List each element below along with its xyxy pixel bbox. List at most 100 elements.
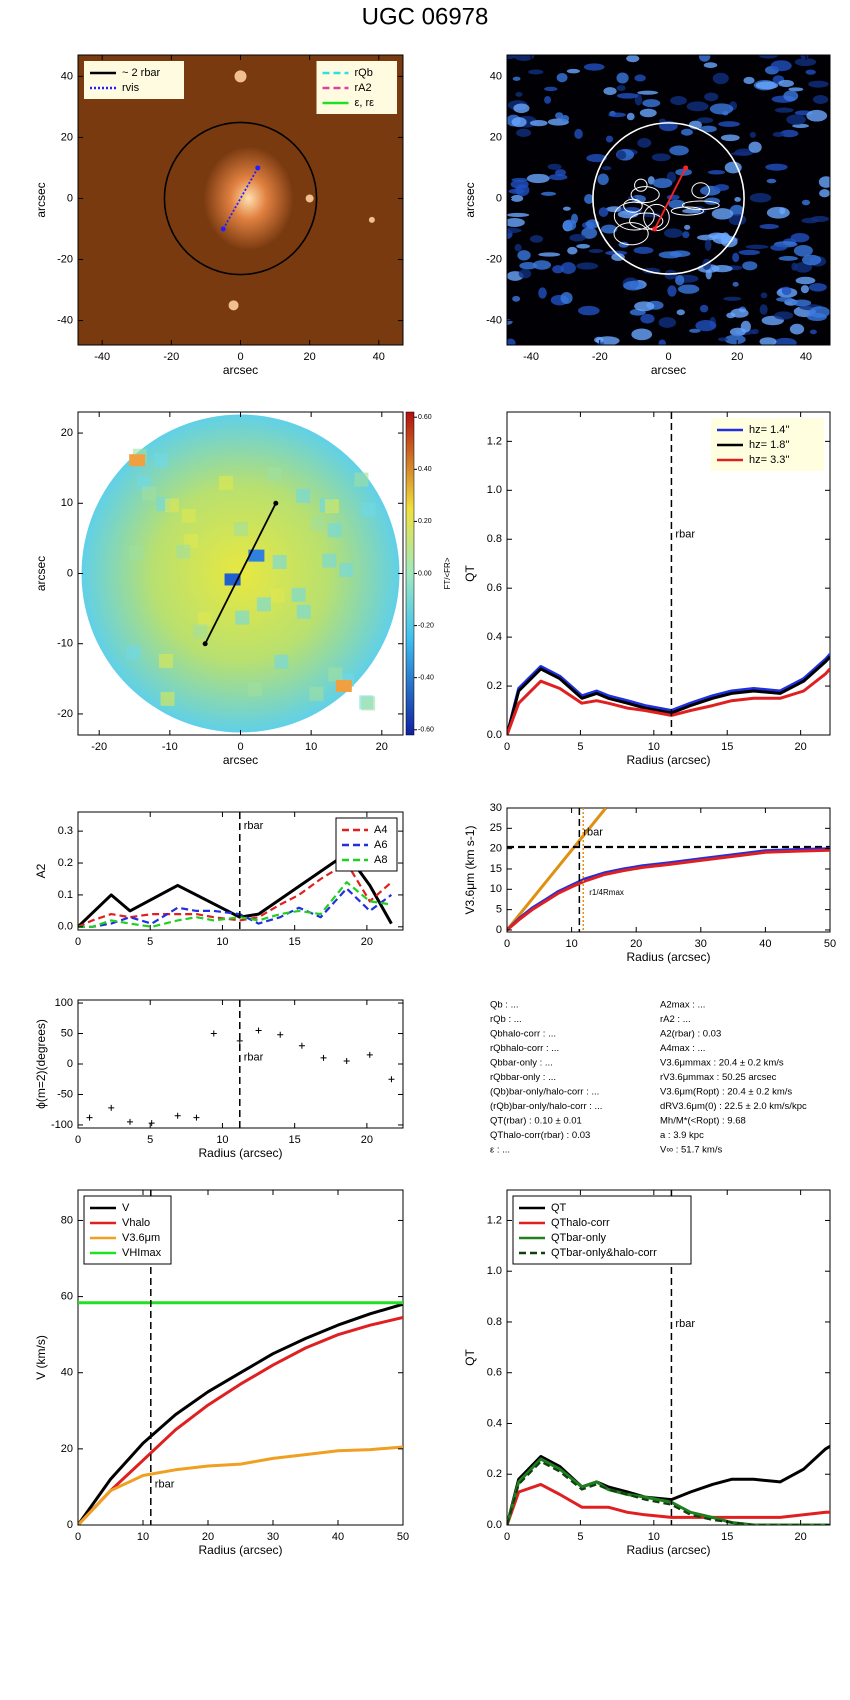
galaxy-glow (203, 146, 294, 251)
y-tick-label: 100 (55, 997, 73, 1009)
noise-blob (514, 243, 522, 252)
point (174, 1112, 181, 1119)
y-tick-label: 0 (67, 192, 73, 204)
stat-line: A2max : ... (660, 1000, 705, 1011)
y-tick-label: 1.0 (487, 484, 502, 496)
noise-blob (795, 276, 816, 285)
noise-blob (809, 329, 817, 335)
stat-line: Qb : ... (490, 1000, 519, 1011)
noise-blob (772, 132, 785, 138)
noise-blob (819, 189, 830, 198)
map-patch (247, 682, 262, 697)
noise-blob (507, 217, 525, 227)
noise-blob (793, 244, 813, 257)
noise-blob (567, 246, 578, 255)
isophote (681, 200, 720, 210)
vertical-line-label: rbar (155, 1479, 175, 1491)
stat-line: Mh/M*(<Ropt) : 9.68 (660, 1116, 746, 1127)
legend-label: ε, rε (355, 97, 375, 109)
stat-line: A4max : ... (660, 1043, 705, 1054)
y-tick-label: -40 (486, 314, 502, 326)
y-tick-label: -20 (57, 253, 73, 265)
vertical-line-label: rbar (675, 1318, 695, 1330)
x-tick-label: 50 (397, 1531, 409, 1543)
x-tick-label: 5 (147, 1134, 153, 1146)
stat-line: rQb : ... (490, 1014, 522, 1025)
legend-label: hz= 3.3'' (749, 454, 790, 466)
map-patch (354, 472, 369, 487)
map-patch (256, 597, 271, 612)
noise-blob (742, 261, 758, 271)
noise-blob (699, 304, 709, 313)
noise-blob (633, 246, 654, 254)
legend-label: V (122, 1202, 130, 1214)
y-tick-label: 0.8 (487, 533, 502, 545)
map-patch (291, 587, 306, 602)
noise-blob (703, 62, 718, 68)
legend-label: ~ 2 rbar (122, 67, 161, 79)
x-tick-label: 0 (75, 1134, 81, 1146)
x-axis-label: arcsec (651, 363, 686, 377)
noise-blob (805, 69, 816, 75)
x-tick-label: -20 (91, 741, 107, 753)
stat-line: QT(rbar) : 0.10 ± 0.01 (490, 1116, 582, 1127)
y-tick-label: 0 (496, 924, 502, 936)
y-tick-label: -40 (57, 314, 73, 326)
bar-axis (653, 167, 687, 230)
map-patch (328, 667, 343, 682)
y-tick-label: 20 (61, 1443, 73, 1455)
x-tick-label: 0 (237, 351, 243, 363)
stat-line: dRV3.6μm(0) : 22.5 ± 2.0 km/s/kpc (660, 1101, 807, 1112)
noise-blob (712, 72, 729, 85)
noise-blob (605, 206, 623, 213)
plot-frame (77, 1189, 404, 1526)
noise-blob (786, 114, 806, 125)
series-line (78, 887, 393, 928)
noise-blob (608, 112, 626, 118)
x-tick-label: 20 (376, 741, 388, 753)
noise-blob (704, 92, 719, 102)
noise-blob (791, 299, 812, 307)
noise-blob (766, 206, 790, 219)
x-tick-label: 10 (216, 936, 228, 948)
noise-blob (818, 176, 830, 188)
vertical-line-label: rbar (244, 1052, 264, 1064)
y-tick-label: 0.4 (487, 1417, 502, 1429)
noise-blob (512, 76, 521, 81)
x-tick-label: 15 (721, 1531, 733, 1543)
noise-blob (705, 268, 712, 280)
circle (163, 121, 318, 276)
y-tick-label: 25 (490, 822, 502, 834)
vertical-line-label: r1/4Rmax (589, 888, 624, 897)
map-patch (272, 555, 287, 570)
bar-end (652, 226, 658, 232)
noise-blob (556, 73, 568, 83)
x-tick-label: 20 (795, 1531, 807, 1543)
map-patch (335, 679, 352, 692)
series-line (507, 1457, 830, 1525)
noise-blob (682, 231, 690, 239)
legend-label: QTbar-only&halo-corr (551, 1247, 657, 1259)
noise-blob (704, 239, 712, 251)
isophote (691, 182, 710, 199)
y-tick-label: 0.3 (58, 825, 73, 837)
noise-blob (577, 305, 600, 316)
x-tick-label: 0 (504, 938, 510, 950)
y-tick-label: 0 (67, 567, 73, 579)
noise-blob (806, 109, 828, 122)
noise-blob (532, 260, 552, 270)
noise-blob (616, 85, 626, 91)
figure-title: UGC 06978 (362, 3, 489, 30)
noise-blob (711, 265, 733, 273)
noise-blob (581, 227, 598, 239)
noise-blob (519, 261, 537, 270)
noise-blob (766, 178, 777, 184)
x-tick-label: 5 (577, 1531, 583, 1543)
y-tick-label: 60 (61, 1290, 73, 1302)
series-line (507, 667, 830, 735)
stat-line: rA2 : ... (660, 1014, 691, 1025)
map-patch (158, 653, 173, 668)
noise-blob (576, 243, 590, 249)
noise-blob (548, 173, 568, 181)
y-tick-label: 1.0 (487, 1265, 502, 1277)
